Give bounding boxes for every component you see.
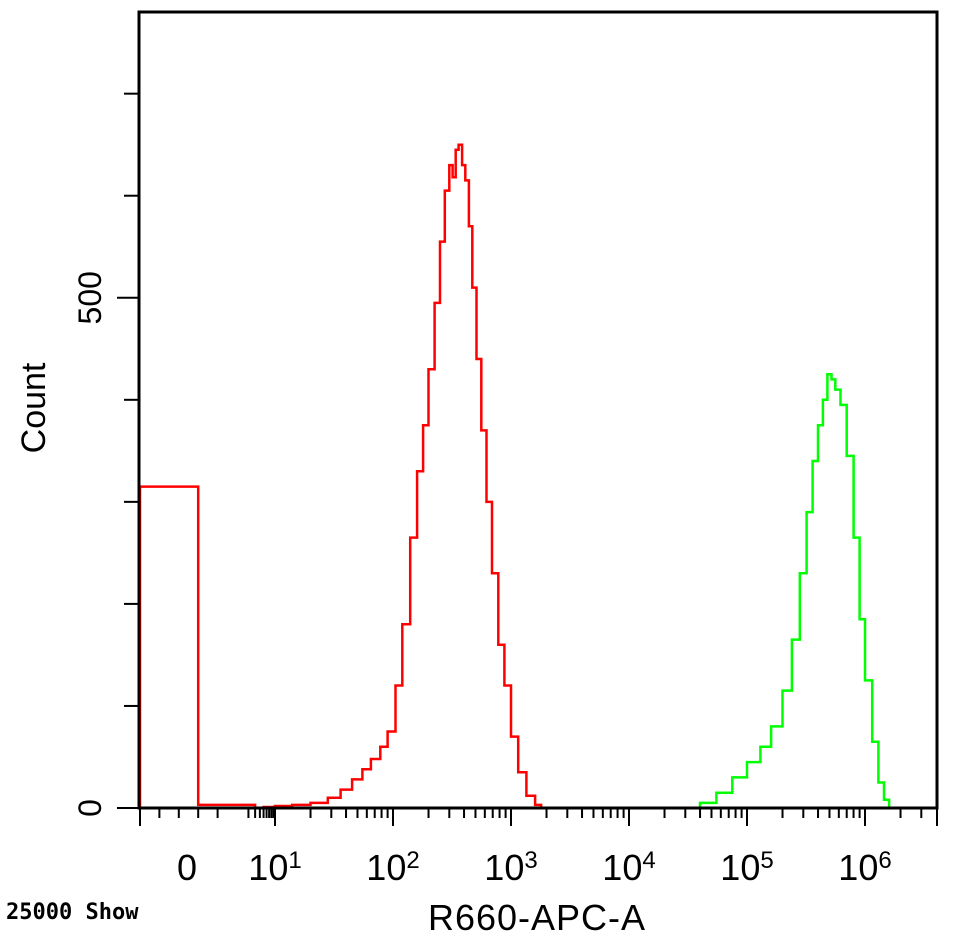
x-axis-label: R660-APC-A [428,897,646,938]
x-tick-label-base: 10 [720,847,760,888]
histogram-series-1 [138,143,543,810]
x-tick-label-exponent: 4 [642,847,655,874]
x-tick-label: 106 [838,847,891,888]
x-tick-label-exponent: 6 [878,847,891,874]
x-tick-label: 102 [366,847,419,888]
histogram-series-2 [685,373,891,810]
x-tick-label-exponent: 3 [524,847,537,874]
event-count-label: 25000 Show [6,900,139,925]
x-tick-label-base: 10 [838,847,878,888]
x-tick-label-base: 10 [366,847,406,888]
x-tick-label-base: 10 [248,847,288,888]
x-tick-label-exponent: 2 [406,847,419,874]
x-tick-label-base: 10 [484,847,524,888]
x-tick-label: 104 [602,847,655,888]
series-layer [138,143,891,810]
x-tick-label: 103 [484,847,537,888]
x-tick-label: 105 [720,847,773,888]
y-axis-label: Count [15,362,53,453]
x-tick-label-exponent: 1 [288,847,301,874]
plot-frame [137,10,939,810]
x-axis: 0 101 102 103 104 105 106 [139,808,938,888]
y-axis: 0 500 [72,92,139,817]
x-tick-label-exponent: 5 [760,847,773,874]
x-tick-label: 101 [248,847,301,888]
x-tick-label-base: 10 [602,847,642,888]
x-tick-label-base: 0 [177,847,197,888]
x-tick-label: 0 [177,847,197,888]
y-tick-label: 0 [72,799,108,817]
y-tick-label: 500 [72,271,108,324]
